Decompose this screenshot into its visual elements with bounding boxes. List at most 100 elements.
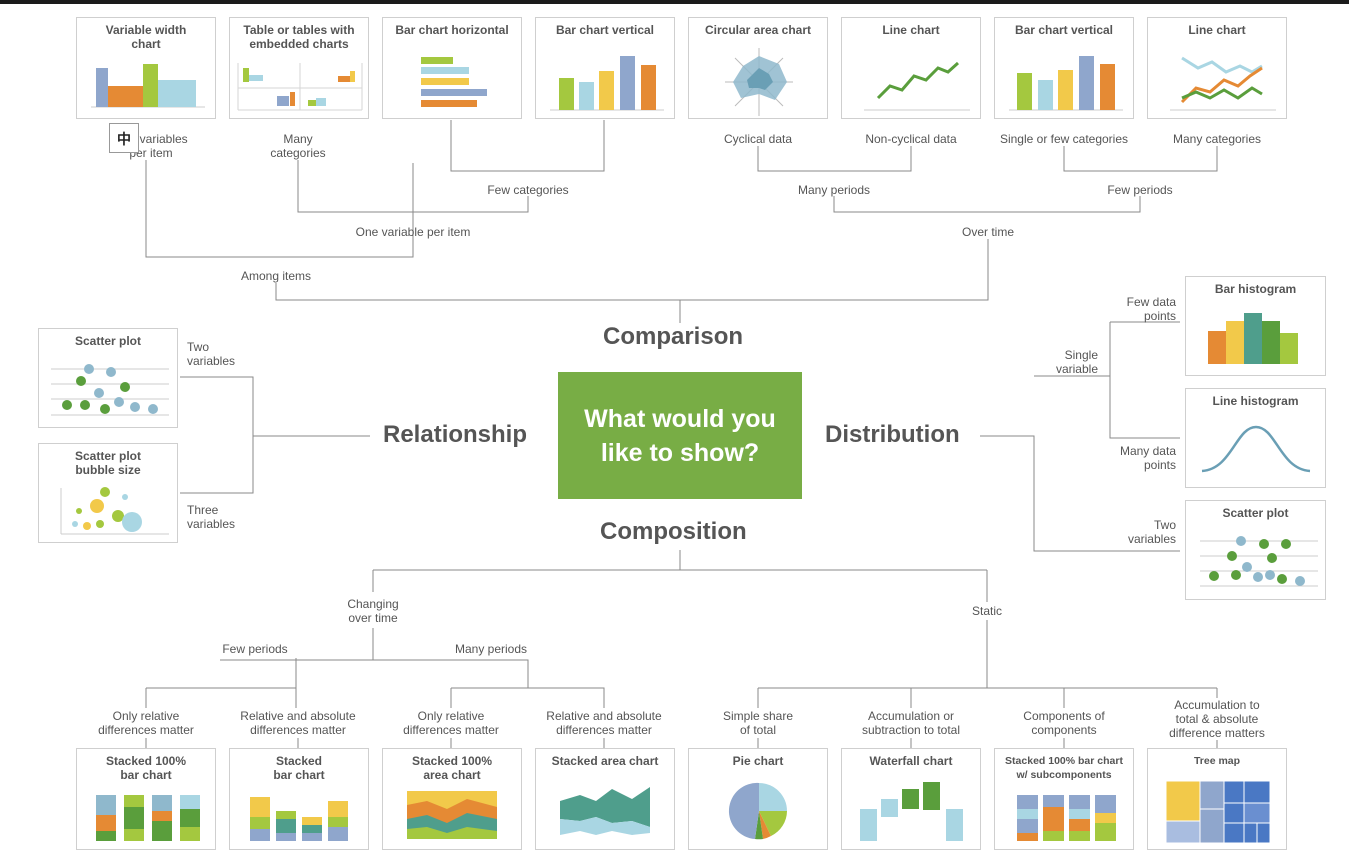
label-cyclical-data: Cyclical data — [723, 132, 793, 146]
card-title: Line chart — [882, 23, 940, 37]
card-table-embedded-charts: Table or tables with embedded charts — [229, 17, 369, 119]
scatter-plot-icon — [51, 364, 169, 416]
center-question-box: What would you like to show? — [558, 372, 802, 499]
card-title: Stacked bar chart — [273, 754, 325, 782]
bubble-chart-icon — [60, 487, 169, 535]
card-stacked-100-bar: Stacked 100% bar chart — [76, 748, 216, 850]
label-only-relative-1: Only relative differences matter — [98, 709, 194, 737]
line-histogram-icon — [1201, 425, 1311, 473]
label-three-variables: Three variables — [187, 503, 236, 531]
card-title: Variable width chart — [105, 23, 187, 51]
card-title: Stacked area chart — [551, 754, 659, 768]
label-relative-absolute-2: Relative and absolute differences matter — [546, 709, 662, 737]
waterfall-chart-icon — [860, 782, 963, 841]
card-bar-histogram: Bar histogram — [1185, 276, 1326, 376]
label-over-time: Over time — [961, 225, 1014, 239]
card-title: Scatter plot bubble size — [74, 449, 141, 477]
heading-composition: Composition — [600, 518, 747, 545]
stacked-bar-chart-icon — [250, 797, 348, 841]
card-variable-width-chart: Variable width chart — [76, 17, 216, 119]
label-few-periods: Few periods — [222, 642, 288, 656]
label-many-periods: Many periods — [454, 642, 528, 656]
card-title: Circular area chart — [704, 23, 812, 37]
card-stacked-area: Stacked area chart — [535, 748, 675, 850]
bar-histogram-icon — [1208, 313, 1298, 364]
scatter-plot-icon — [1200, 536, 1318, 587]
label-static: Static — [971, 604, 1002, 618]
heading-relationship: Relationship — [383, 421, 528, 448]
label-many-categories-2: Many categories — [1172, 132, 1262, 146]
card-bar-chart-horizontal: Bar chart horizontal — [382, 17, 522, 119]
cursor-glyph: 中 — [117, 131, 131, 147]
label-many-categories: Many categories — [270, 132, 326, 160]
card-scatter-plot-bubble: Scatter plot bubble size — [38, 443, 178, 543]
label-only-relative-2: Only relative differences matter — [403, 709, 499, 737]
stacked-100-bar-subcomponents-icon — [1017, 795, 1116, 841]
label-single-or-few-categories: Single or few categories — [999, 132, 1129, 146]
line-chart-icon — [864, 61, 970, 111]
heading-comparison: Comparison — [603, 323, 744, 350]
text-cursor-overlay: 中 — [109, 123, 139, 153]
card-title: Tree map — [1193, 755, 1241, 767]
label-simple-share: Simple share of total — [722, 709, 794, 737]
label-two-variables-distribution: Two variables — [1127, 518, 1176, 546]
stacked-100-bar-chart-icon — [96, 795, 200, 841]
circular-area-chart-icon — [725, 48, 793, 116]
card-tree-map: Tree map — [1147, 748, 1287, 850]
label-few-categories: Few categories — [487, 183, 569, 197]
card-title: Scatter plot — [74, 334, 141, 348]
card-waterfall-chart: Waterfall chart — [841, 748, 981, 850]
vertical-bar-chart-icon — [1009, 56, 1123, 111]
label-few-data-points: Few data points — [1126, 295, 1176, 323]
stacked-area-chart-icon — [560, 787, 650, 835]
heading-distribution: Distribution — [825, 421, 960, 448]
label-relative-absolute-1: Relative and absolute differences matter — [240, 709, 356, 737]
card-title: Line histogram — [1212, 394, 1299, 408]
label-among-items: Among items — [240, 269, 312, 283]
table-embedded-charts-icon — [237, 63, 363, 111]
card-title: Scatter plot — [1222, 506, 1289, 520]
label-many-periods: Many periods — [797, 183, 871, 197]
tree-map-icon — [1165, 780, 1271, 844]
horizontal-bar-chart-icon — [421, 57, 487, 107]
multi-line-chart-icon — [1170, 56, 1276, 111]
card-title: Bar histogram — [1214, 282, 1297, 296]
card-circular-area-chart: Circular area chart — [688, 17, 828, 119]
label-accumulation-absolute: Accumulation to total & absolute differe… — [1169, 698, 1265, 740]
card-title: Stacked 100% bar chart w/ subcomponents — [1005, 755, 1123, 781]
label-many-data-points: Many data points — [1119, 444, 1176, 472]
card-title: Bar chart vertical — [555, 23, 655, 37]
card-title: Stacked 100% bar chart — [105, 754, 187, 782]
card-pie-chart: Pie chart — [688, 748, 828, 850]
card-stacked-100-area: Stacked 100% area chart — [382, 748, 522, 850]
vertical-bar-chart-icon — [550, 56, 664, 111]
card-title: Waterfall chart — [869, 754, 953, 768]
card-scatter-plot-distribution: Scatter plot — [1185, 500, 1326, 600]
card-bar-chart-vertical-2: Bar chart vertical — [994, 17, 1134, 119]
card-title: Bar chart vertical — [1014, 23, 1114, 37]
center-question: What would you like to show? — [584, 405, 776, 467]
card-bar-chart-vertical: Bar chart vertical — [535, 17, 675, 119]
top-border — [0, 0, 1349, 4]
pie-chart-icon — [728, 782, 787, 840]
label-one-variable-per-item: One variable per item — [355, 225, 471, 239]
card-title: Stacked 100% area chart — [411, 754, 493, 782]
card-line-chart-2: Line chart — [1147, 17, 1287, 119]
label-changing-over-time: Changing over time — [347, 597, 399, 625]
card-scatter-plot: Scatter plot — [38, 328, 178, 428]
card-stacked-bar: Stacked bar chart — [229, 748, 369, 850]
label-few-periods: Few periods — [1107, 183, 1173, 197]
card-stacked-100-bar-subcomponents: Stacked 100% bar chart w/ subcomponents — [994, 748, 1134, 850]
card-line-chart: Line chart — [841, 17, 981, 119]
card-title: Bar chart horizontal — [395, 23, 509, 37]
label-components-of-components: Components of components — [1023, 709, 1105, 737]
card-title: Pie chart — [732, 754, 784, 768]
card-title: Table or tables with embedded charts — [243, 23, 355, 51]
label-non-cyclical-data: Non-cyclical data — [865, 132, 957, 146]
card-line-histogram: Line histogram — [1185, 388, 1326, 488]
card-title: Line chart — [1188, 23, 1246, 37]
label-accumulation-subtraction: Accumulation or subtraction to total — [861, 709, 961, 737]
variable-width-chart-icon — [91, 64, 205, 108]
label-single-variable: Single variable — [1055, 348, 1098, 376]
